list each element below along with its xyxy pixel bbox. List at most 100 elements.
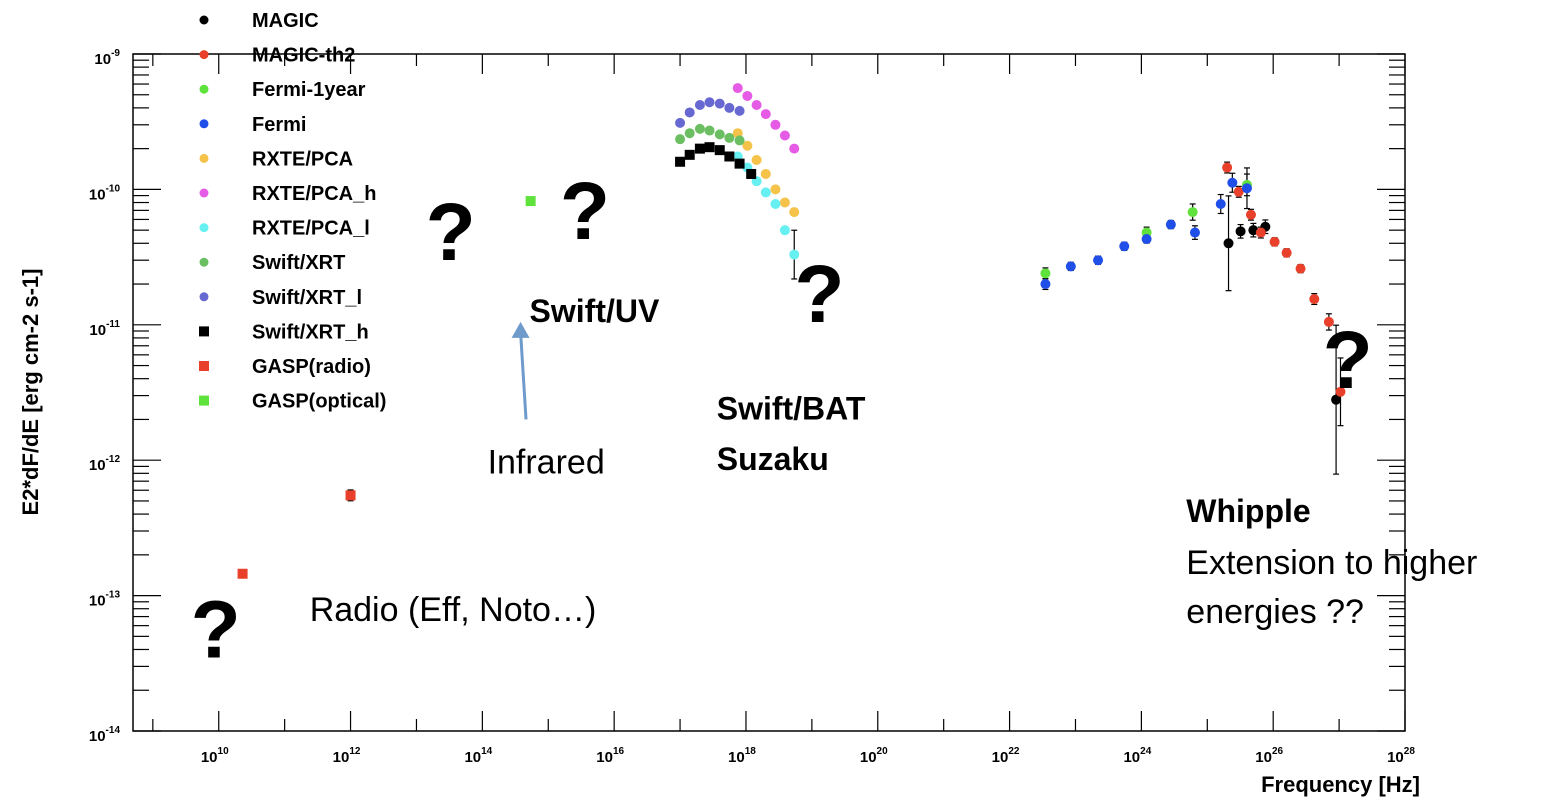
data-point <box>1241 183 1252 194</box>
legend-marker <box>199 395 209 406</box>
data-point <box>684 107 695 118</box>
annotation-text: Swift/BAT <box>717 390 866 426</box>
data-point <box>1233 186 1244 197</box>
annotation-text: Swift/UV <box>530 293 660 329</box>
axis-ticks <box>133 53 1406 732</box>
legend-marker <box>199 50 209 60</box>
data-point <box>1093 255 1104 266</box>
data-point <box>237 568 248 579</box>
data-point <box>789 249 800 260</box>
arrow-head <box>511 321 530 338</box>
data-point <box>675 156 686 167</box>
data-point <box>1245 209 1256 220</box>
legend-label: Fermi <box>252 114 306 136</box>
legend-label: RXTE/PCA_h <box>252 183 376 205</box>
data-point <box>1189 227 1200 238</box>
data-point <box>724 151 735 162</box>
data-point <box>1331 394 1342 405</box>
data-point <box>704 97 715 108</box>
data-point <box>734 158 745 169</box>
legend-label: Fermi-1year <box>252 79 366 101</box>
data-point <box>1227 177 1238 188</box>
data-point <box>789 207 800 218</box>
data-points <box>237 83 1346 579</box>
annotation-text: energies ?? <box>1186 593 1364 631</box>
legend-marker <box>199 361 209 371</box>
legend-marker <box>199 188 209 198</box>
legend-label: Swift/XRT_h <box>252 321 369 343</box>
legend-label: GASP(radio) <box>252 356 371 378</box>
data-point <box>1141 234 1152 245</box>
question-mark: ? <box>426 187 476 278</box>
data-point <box>1335 386 1346 397</box>
data-point <box>789 143 800 154</box>
data-point <box>694 123 705 134</box>
legend-label: Swift/XRT <box>252 252 345 274</box>
data-point <box>1222 162 1233 173</box>
data-point <box>770 199 781 210</box>
legend-marker <box>199 326 209 337</box>
data-point <box>1040 268 1051 279</box>
data-point <box>1248 225 1259 236</box>
data-point <box>746 168 757 179</box>
data-point <box>684 149 695 160</box>
data-point <box>779 225 790 236</box>
data-point <box>1165 219 1176 230</box>
annotation-text: Suzaku <box>717 441 829 477</box>
y-axis-title: E2*dF/dE [erg cm-2 s-1] <box>18 269 43 516</box>
data-point <box>732 83 743 94</box>
data-point <box>1215 199 1226 210</box>
data-point <box>714 129 725 140</box>
data-point <box>770 184 781 195</box>
x-tick-label: 1016 <box>596 746 624 766</box>
x-tick-label: 1012 <box>333 746 361 766</box>
legend-marker <box>199 223 209 233</box>
data-point <box>751 154 762 165</box>
annotations: ? ???? Swift/UV Swift/BAT Suzaku Infrared Radi… <box>191 166 1478 675</box>
data-point <box>1223 238 1234 249</box>
data-point <box>714 98 725 109</box>
data-point <box>724 132 735 143</box>
x-tick-label: 1026 <box>1255 746 1283 766</box>
data-point <box>760 168 771 179</box>
data-point <box>1187 207 1198 218</box>
data-point <box>779 197 790 208</box>
data-point <box>704 125 715 136</box>
x-tick-label: 1010 <box>201 746 229 766</box>
data-point <box>684 128 695 139</box>
data-point <box>694 100 705 111</box>
data-point <box>1119 241 1130 252</box>
data-point <box>675 117 686 128</box>
data-point <box>704 142 715 153</box>
legend: MAGIC MAGIC-th2 Fermi-1year Fermi RXTE/PCA RX… <box>199 10 386 413</box>
y-tick-label: 10-10 <box>89 183 121 203</box>
legend-label: MAGIC <box>252 10 319 32</box>
data-point <box>1065 261 1076 272</box>
legend-marker <box>199 119 209 129</box>
data-point <box>760 187 771 198</box>
question-mark: ? <box>191 584 241 675</box>
data-point <box>770 119 781 130</box>
data-point <box>724 102 735 113</box>
y-tick-labels: 10-14 10-13 10-12 10-11 10-10 10-9 <box>89 48 121 745</box>
x-tick-label: 1018 <box>728 746 756 766</box>
data-point <box>1235 226 1246 237</box>
annotation-text: Infrared <box>488 443 605 481</box>
annotation-text: Extension to higher <box>1186 544 1477 582</box>
legend-marker <box>199 153 209 163</box>
data-point <box>760 109 771 120</box>
infrared-arrow <box>511 321 530 420</box>
data-point <box>1269 236 1280 247</box>
annotation-text: Radio (Eff, Noto…) <box>310 591 597 629</box>
x-tick-label: 1024 <box>1123 746 1151 766</box>
y-tick-label: 10-12 <box>89 454 121 474</box>
data-point <box>734 105 745 116</box>
data-point <box>742 140 753 151</box>
data-point <box>714 145 725 156</box>
arrow-shaft <box>519 331 528 420</box>
data-point <box>525 196 536 207</box>
data-point <box>734 135 745 146</box>
data-point <box>1255 227 1266 238</box>
error-bars <box>347 86 1344 502</box>
